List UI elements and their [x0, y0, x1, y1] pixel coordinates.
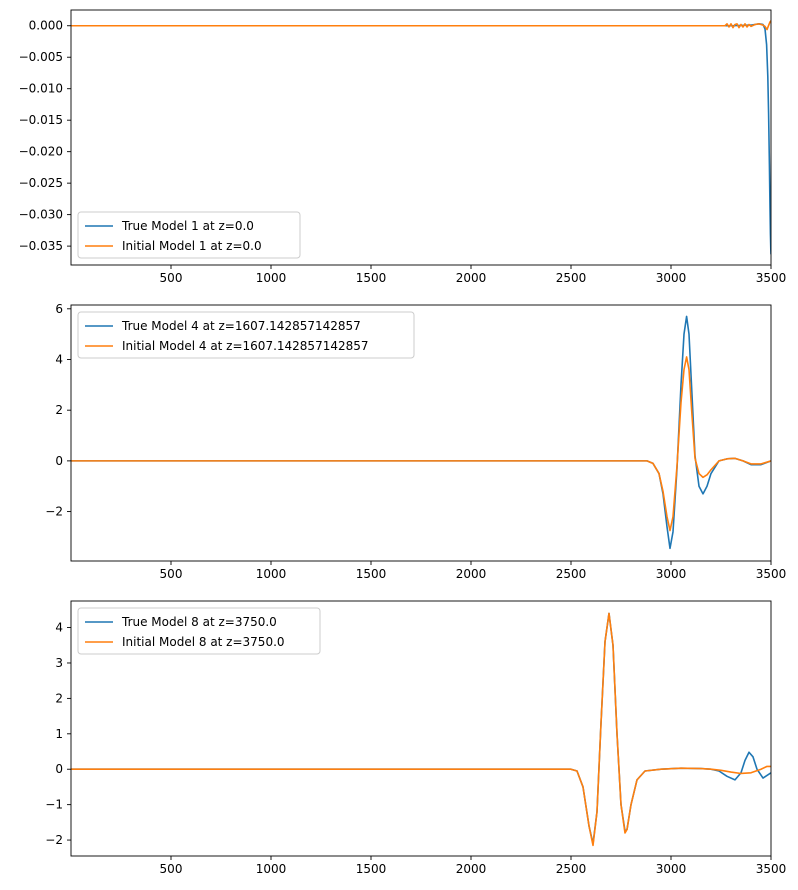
series-line-2	[71, 612, 771, 847]
y-tick-label: −0.010	[19, 82, 63, 96]
legend: True Model 4 at z=1607.142857142857 Initi…	[77, 311, 415, 359]
legend-box	[77, 607, 321, 655]
x-tick-label: 3500	[756, 862, 787, 876]
series-line-2	[71, 20, 771, 31]
legend-label: True Model 4 at z=1607.142857142857	[121, 319, 361, 333]
y-tick-label: 0	[55, 762, 63, 776]
legend-label: True Model 8 at z=3750.0	[121, 615, 277, 629]
y-tick-label: 6	[55, 302, 63, 316]
y-tick-label: 0	[55, 454, 63, 468]
legend: True Model 1 at z=0.0 Initial Model 1 at …	[77, 211, 301, 259]
x-tick-label: 3000	[656, 271, 687, 285]
plot-frame	[70, 304, 772, 562]
legend-label: True Model 1 at z=0.0	[121, 219, 254, 233]
legend-label: Initial Model 4 at z=1607.142857142857	[122, 339, 369, 353]
x-tick-label: 2000	[456, 271, 487, 285]
legend-label: Initial Model 8 at z=3750.0	[122, 635, 285, 649]
y-tick-label: −0.025	[19, 176, 63, 190]
y-tick-label: −2	[45, 505, 63, 519]
x-tick-label: 2500	[556, 567, 587, 581]
y-tick-label: 4	[55, 621, 63, 635]
subplot-3: 500 1000 1500 2000 2500 3000 3500 −2 −1 0 1 2 3 4 True…	[45, 600, 787, 876]
y-tick-label: −0.005	[19, 50, 63, 64]
x-tick-label: 2500	[556, 271, 587, 285]
plot-frame	[70, 600, 772, 857]
x-tick-label: 1500	[356, 567, 387, 581]
plot-frame	[70, 9, 772, 266]
y-tick-label: 3	[55, 656, 63, 670]
x-tick-label: 3000	[656, 862, 687, 876]
y-tick-label: −1	[45, 798, 63, 812]
legend-label: Initial Model 1 at z=0.0	[122, 239, 262, 253]
x-tick-label: 2000	[456, 862, 487, 876]
x-tick-label: 3500	[756, 567, 787, 581]
y-tick-label: −0.020	[19, 145, 63, 159]
x-tick-label: 1500	[356, 271, 387, 285]
y-tick-label: 1	[55, 727, 63, 741]
x-tick-label: 2500	[556, 862, 587, 876]
x-tick-label: 1000	[256, 567, 287, 581]
x-tick-label: 1000	[256, 862, 287, 876]
x-tick-label: 500	[160, 567, 183, 581]
y-tick-label: 4	[55, 352, 63, 366]
y-tick-label: −0.030	[19, 208, 63, 222]
y-tick-label: 2	[55, 403, 63, 417]
x-tick-label: 1000	[256, 271, 287, 285]
legend-box	[77, 311, 415, 359]
x-tick-label: 500	[160, 862, 183, 876]
y-tick-label: −2	[45, 833, 63, 847]
x-tick-label: 2000	[456, 567, 487, 581]
subplot-2: 500 1000 1500 2000 2500 3000 3500 −2 0 2 4 6 True Mo…	[45, 302, 786, 581]
y-tick-label: −0.035	[19, 239, 63, 253]
series-line-2	[71, 356, 771, 532]
x-tick-label: 3500	[756, 271, 787, 285]
x-tick-label: 3000	[656, 567, 687, 581]
x-tick-label: 1500	[356, 862, 387, 876]
y-tick-label: 2	[55, 691, 63, 705]
y-tick-label: 0.000	[29, 19, 63, 33]
x-tick-label: 500	[160, 271, 183, 285]
y-tick-label: −0.015	[19, 113, 63, 127]
legend-box	[77, 211, 301, 259]
legend: True Model 8 at z=3750.0 Initial Model 8 …	[77, 607, 321, 655]
subplot-1: 500 1000 1500 2000 2500 3000 3500 0.000 −0.005 −0…	[19, 9, 787, 285]
